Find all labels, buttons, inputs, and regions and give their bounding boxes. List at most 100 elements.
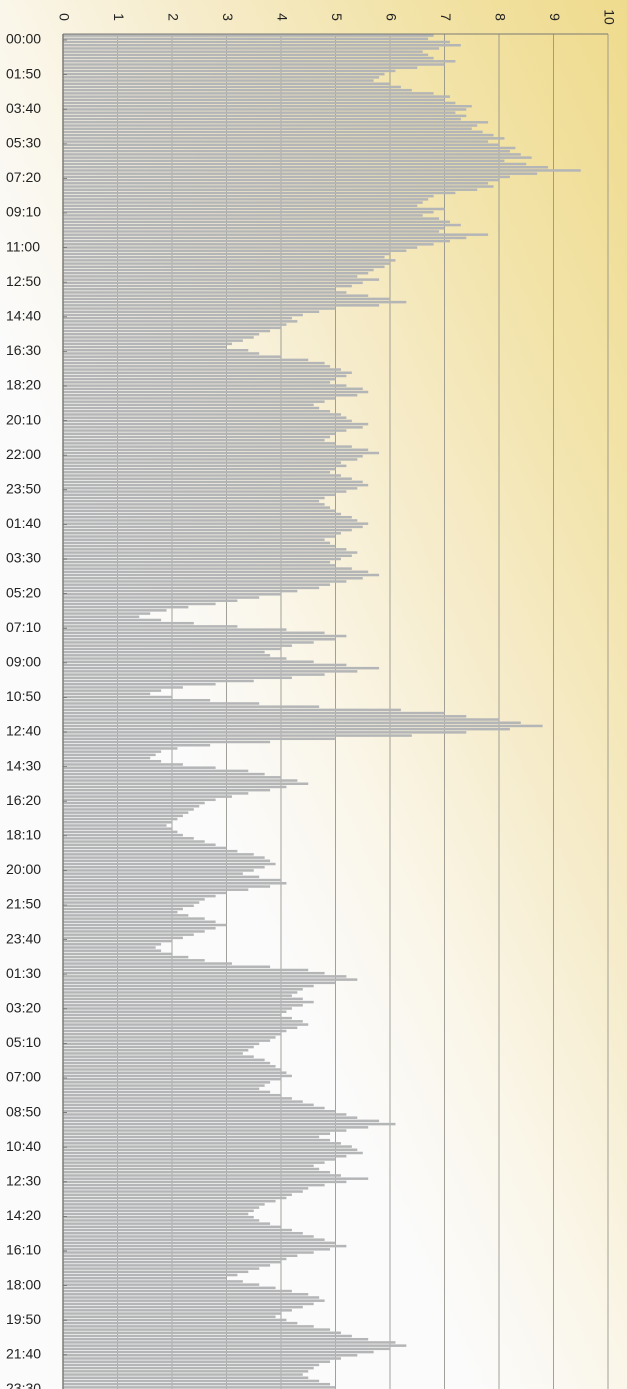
bar-mark bbox=[63, 503, 325, 506]
bar-mark bbox=[63, 753, 156, 757]
bar-mark bbox=[63, 1000, 314, 1004]
bar-mark bbox=[63, 663, 347, 667]
bar-mark bbox=[63, 827, 172, 830]
bar-mark bbox=[63, 1244, 347, 1248]
bar-mark bbox=[63, 593, 281, 596]
bar-mark bbox=[63, 933, 194, 936]
bar-mark bbox=[63, 506, 331, 509]
bar-mark bbox=[63, 673, 325, 676]
bar-mark bbox=[63, 316, 292, 320]
bar-mark bbox=[63, 387, 363, 391]
bar-mark bbox=[63, 1023, 309, 1026]
bar-mark bbox=[63, 349, 249, 352]
bar-mark bbox=[63, 621, 194, 625]
bar-mark bbox=[63, 1215, 254, 1219]
bar-mark bbox=[63, 454, 363, 458]
bar-mark bbox=[63, 779, 298, 782]
y-tick-label: 01:30 bbox=[6, 965, 41, 981]
bar-mark bbox=[63, 88, 412, 92]
bar-mark bbox=[63, 930, 205, 933]
bar-mark bbox=[63, 965, 271, 969]
bar-mark bbox=[63, 259, 396, 262]
bar-mark bbox=[63, 853, 254, 856]
bar-mark bbox=[63, 1036, 276, 1039]
bar-mark bbox=[63, 236, 467, 240]
bar-mark bbox=[63, 1097, 292, 1100]
bar-mark bbox=[63, 474, 341, 477]
x-tick-label: 2 bbox=[165, 13, 181, 21]
bar-mark bbox=[63, 1142, 341, 1145]
bar-mark bbox=[63, 541, 331, 545]
bar-mark bbox=[63, 699, 211, 702]
bar-mark bbox=[63, 323, 287, 326]
bar-mark bbox=[63, 936, 183, 940]
bar-mark bbox=[63, 849, 238, 853]
bar-mark bbox=[63, 1331, 341, 1335]
bar-mark bbox=[63, 1122, 396, 1126]
y-tick-label: 16:10 bbox=[6, 1242, 41, 1258]
bar-mark bbox=[63, 352, 260, 355]
bar-mark bbox=[63, 692, 151, 696]
bar-mark bbox=[63, 971, 325, 975]
bar-mark bbox=[63, 1045, 254, 1049]
y-tick-label: 20:00 bbox=[6, 861, 41, 877]
bar-mark bbox=[63, 1158, 336, 1161]
bar-mark bbox=[63, 1154, 347, 1158]
bar-mark bbox=[63, 1228, 292, 1232]
bar-mark bbox=[63, 490, 347, 493]
bar-mark bbox=[63, 34, 434, 37]
bar-mark bbox=[63, 808, 194, 811]
bar-mark bbox=[63, 955, 189, 959]
bar-mark bbox=[63, 1029, 287, 1033]
bar-mark bbox=[63, 438, 325, 442]
bar-mark bbox=[63, 682, 216, 686]
bar-mark bbox=[63, 406, 320, 410]
bar-mark bbox=[63, 1058, 265, 1062]
bar-mark bbox=[63, 991, 298, 994]
bar-mark bbox=[63, 278, 380, 281]
bar-mark bbox=[63, 355, 281, 358]
bar-mark bbox=[63, 946, 156, 949]
y-tick-label: 05:10 bbox=[6, 1034, 41, 1050]
x-tick-label: 1 bbox=[111, 13, 127, 21]
bar-mark bbox=[63, 480, 363, 484]
bar-mark bbox=[63, 1305, 303, 1309]
bar-mark bbox=[63, 1052, 243, 1055]
bar-mark bbox=[63, 130, 483, 134]
bar-mark bbox=[63, 1354, 358, 1357]
bar-mark bbox=[63, 952, 172, 956]
bar-mark bbox=[63, 368, 341, 371]
bar-mark bbox=[63, 1004, 303, 1007]
bar-mark bbox=[63, 1151, 363, 1155]
bar-mark bbox=[63, 1289, 292, 1293]
bar-mark bbox=[63, 358, 309, 362]
bar-mark bbox=[63, 265, 385, 269]
bar-mark bbox=[63, 824, 167, 827]
bar-mark bbox=[63, 271, 369, 275]
bar-mark bbox=[63, 1068, 281, 1071]
bar-mark bbox=[63, 384, 347, 387]
bar-mark bbox=[63, 1280, 243, 1283]
bar-mark bbox=[63, 679, 254, 683]
bar-mark bbox=[63, 650, 265, 654]
bar-mark bbox=[63, 997, 303, 1001]
bar-mark bbox=[63, 843, 216, 846]
y-tick-label: 16:20 bbox=[6, 792, 41, 808]
bar-mark bbox=[63, 689, 162, 692]
bar-mark bbox=[63, 207, 445, 211]
bar-mark bbox=[63, 939, 172, 943]
bar-mark bbox=[63, 1074, 292, 1078]
bar-mark bbox=[63, 1093, 281, 1097]
bar-mark bbox=[63, 1087, 260, 1091]
bar-mark bbox=[63, 727, 510, 731]
bar-mark bbox=[63, 1180, 347, 1184]
bar-mark bbox=[63, 910, 178, 914]
bar-mark bbox=[63, 772, 265, 776]
bar-mark bbox=[63, 371, 352, 374]
bar-mark bbox=[63, 365, 331, 368]
x-tick-label: 0 bbox=[56, 13, 72, 21]
y-tick-label: 23:50 bbox=[6, 481, 41, 497]
y-tick-label: 18:10 bbox=[6, 827, 41, 843]
bar-mark bbox=[63, 108, 467, 111]
